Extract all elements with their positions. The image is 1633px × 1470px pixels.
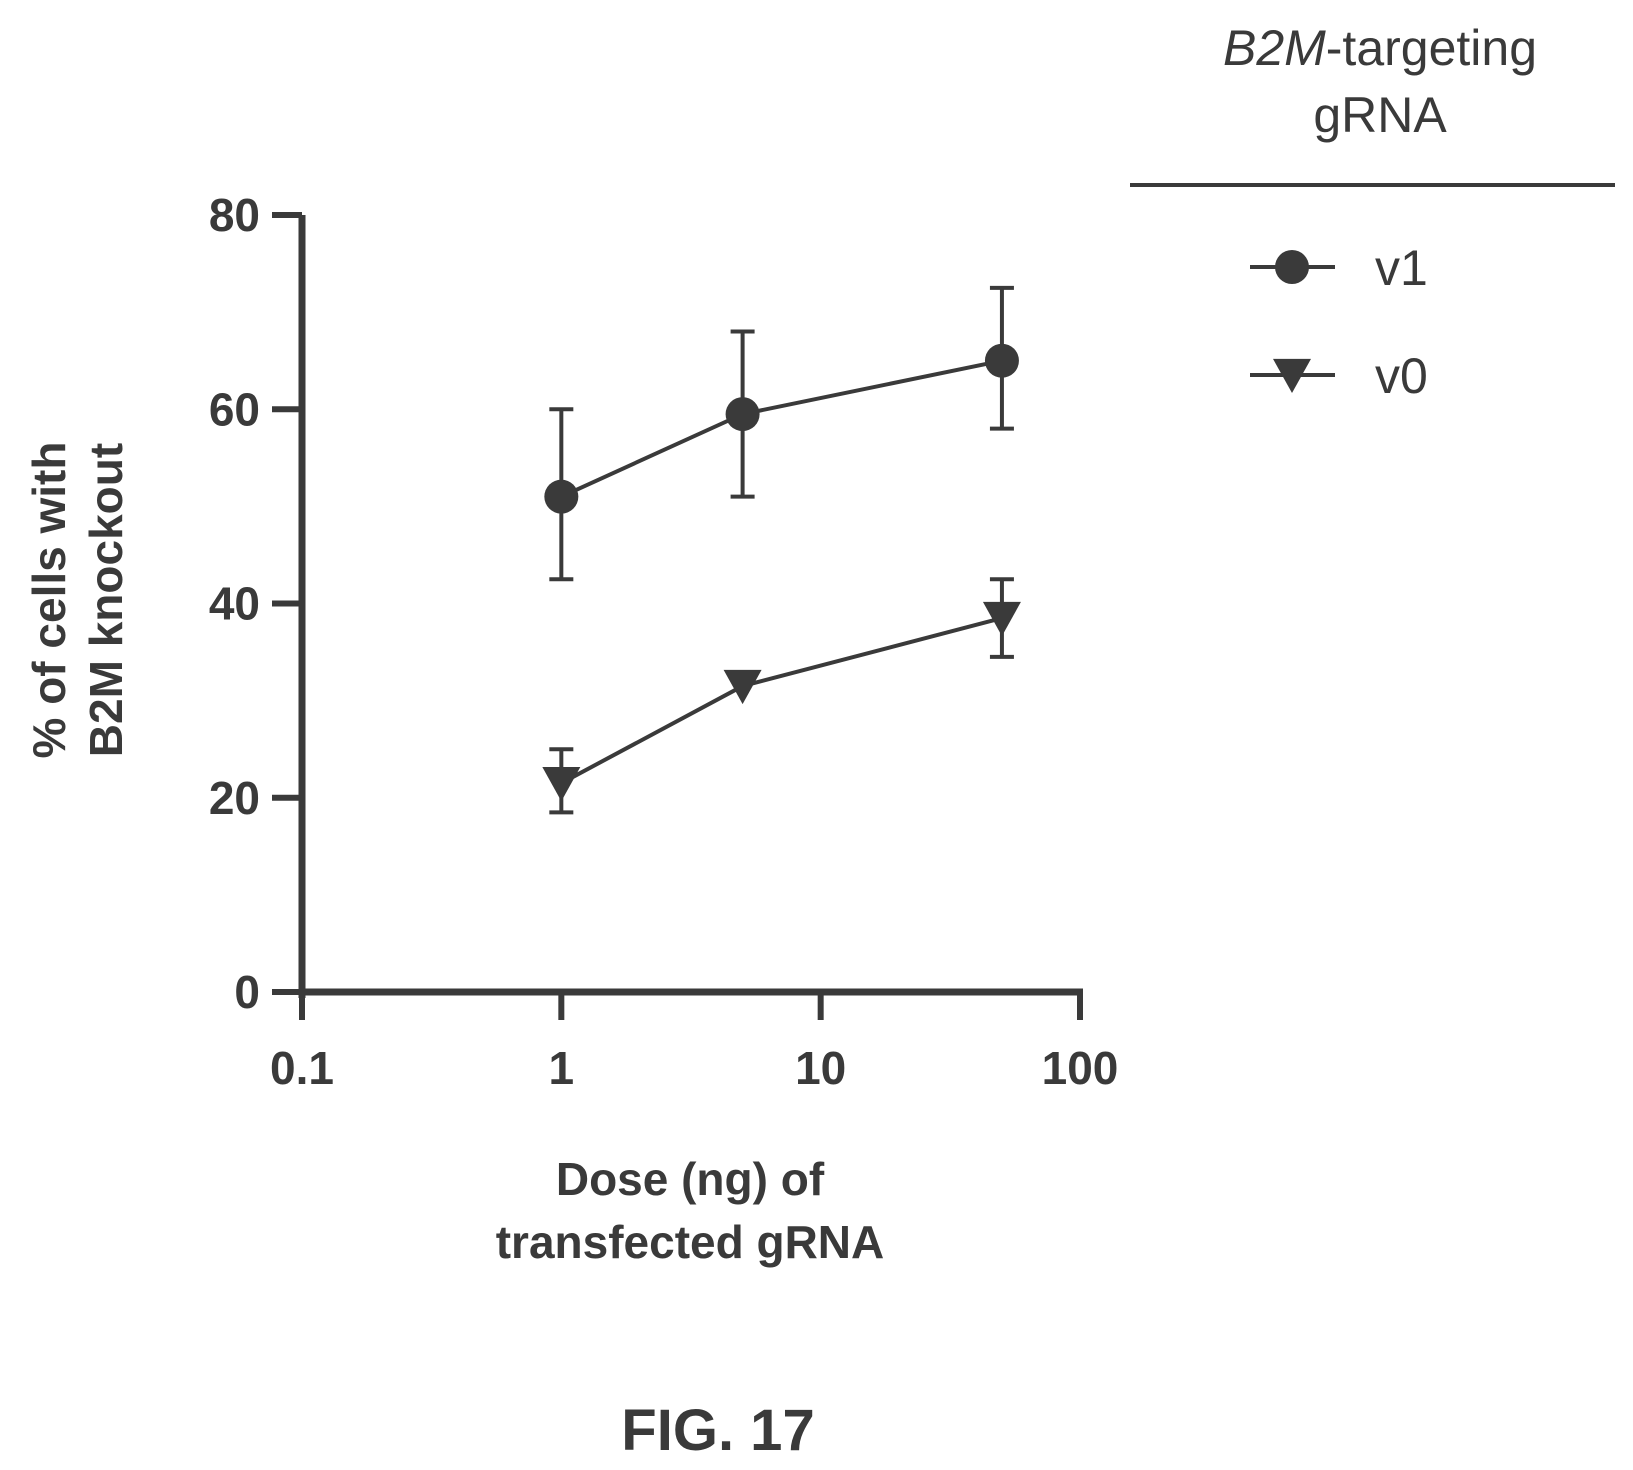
y-ticks: 0 20 40 60 80 <box>209 189 302 1018</box>
y-tick-label: 0 <box>234 966 260 1018</box>
legend-items: v1 v0 <box>1250 240 1428 404</box>
data-point <box>982 601 1021 637</box>
data-point <box>544 479 579 514</box>
x-ticks: 0.1 1 10 100 <box>270 992 1118 1094</box>
y-axis-title-line1: % of cells with <box>23 442 75 759</box>
y-axis-title-line2: B2M knockout <box>80 443 132 757</box>
data-point <box>723 669 762 705</box>
data-point <box>725 397 760 432</box>
legend-title-line2: gRNA <box>1313 87 1447 143</box>
x-tick-label: 100 <box>1042 1042 1119 1094</box>
figure-caption: FIG. 17 <box>621 1398 814 1463</box>
series-v0 <box>542 577 1021 815</box>
y-tick-label: 20 <box>209 772 260 824</box>
data-point <box>984 343 1019 378</box>
y-tick-label: 80 <box>209 189 260 241</box>
x-tick-label: 1 <box>549 1042 575 1094</box>
series-line <box>560 358 1003 499</box>
legend-label: v1 <box>1375 240 1428 296</box>
series-layer <box>542 285 1021 815</box>
legend-label: v0 <box>1375 348 1428 404</box>
legend-marker <box>1273 358 1311 394</box>
legend-marker <box>1275 250 1309 284</box>
y-tick-label: 40 <box>209 578 260 630</box>
x-axis-title-line2: transfected gRNA <box>496 1216 885 1268</box>
axes <box>298 215 1083 998</box>
series-line <box>560 616 1003 785</box>
series-v1 <box>544 285 1019 582</box>
y-tick-label: 60 <box>209 383 260 435</box>
x-tick-label: 10 <box>795 1042 846 1094</box>
legend-entry-v0: v0 <box>1250 348 1428 404</box>
legend: B2M-targeting gRNA v1 v0 <box>1130 20 1615 404</box>
data-point <box>542 767 581 802</box>
legend-entry-v1: v1 <box>1250 240 1428 296</box>
legend-title-line1: B2M-targeting <box>1223 20 1537 76</box>
x-axis-title-line1: Dose (ng) of <box>556 1153 825 1205</box>
x-tick-label: 0.1 <box>270 1042 334 1094</box>
